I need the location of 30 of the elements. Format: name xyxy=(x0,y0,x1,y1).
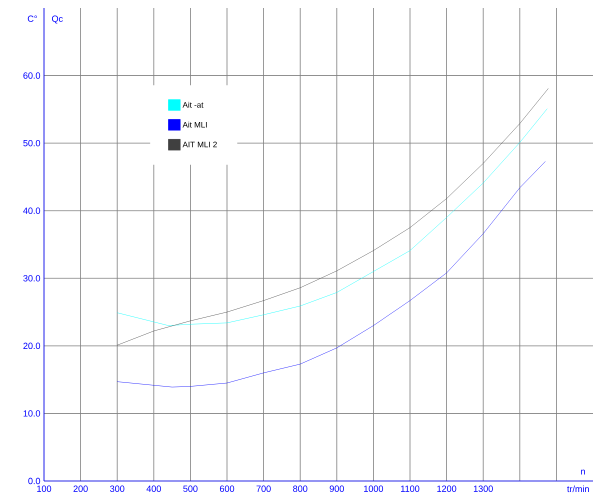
x-tick-label: 1000 xyxy=(364,486,384,492)
x-tick-label: 400 xyxy=(146,486,161,492)
y-tick-label: 50.0 xyxy=(23,140,40,146)
x-tick-label: 1300 xyxy=(474,486,493,492)
x-tick-label: 100 xyxy=(37,486,52,492)
y-axis-title: C° xyxy=(28,16,37,22)
x-tick-label: 900 xyxy=(330,486,344,492)
y-tick-label: 0.0 xyxy=(28,478,40,484)
y-tick-label: 40.0 xyxy=(23,208,40,214)
line-series xyxy=(117,88,549,346)
legend-label: Ait MLI xyxy=(182,122,207,128)
x-tick-label: 300 xyxy=(110,486,124,492)
x-tick-label: 700 xyxy=(256,486,271,492)
x-tick-label: 800 xyxy=(293,486,308,492)
line-series xyxy=(117,161,546,388)
x-tick-label: 1200 xyxy=(437,486,456,492)
y-tick-label: 30.0 xyxy=(23,275,40,282)
x-axis-title: tr/min xyxy=(567,486,589,492)
x-tick-label: 600 xyxy=(220,486,234,492)
annotation: Qc xyxy=(52,16,63,24)
x-tick-label: 500 xyxy=(183,486,198,492)
y-tick-label: 10.0 xyxy=(24,410,40,417)
y-tick-label: 60.0 xyxy=(23,72,40,79)
annotation: n xyxy=(581,470,585,474)
legend-label: AIT MLI 2 xyxy=(182,142,217,148)
legend-label: Ait -at xyxy=(182,102,204,108)
y-tick-label: 20.0 xyxy=(23,342,40,350)
x-tick-label: 1100 xyxy=(401,486,420,492)
x-tick-label: 200 xyxy=(74,486,88,492)
line-series xyxy=(117,108,548,326)
